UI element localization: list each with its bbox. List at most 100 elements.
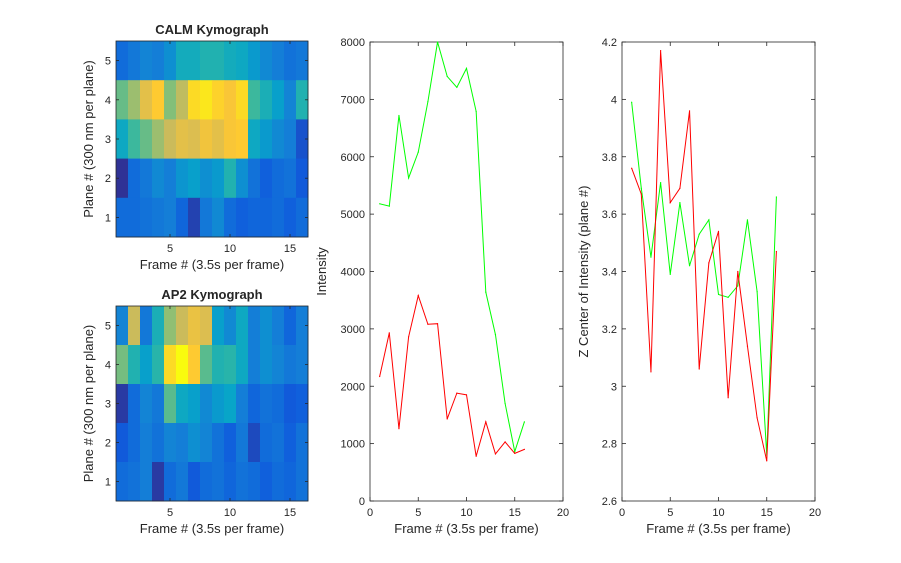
data-point: [727, 296, 729, 298]
heatmap-cell: [188, 197, 201, 238]
data-point: [698, 233, 700, 235]
heatmap-cell: [152, 423, 165, 463]
x-tick-label: 5: [415, 507, 421, 519]
kymograph-0: 5 10 15 1 2 3 4 5 CALM Kymograph Frame # (3.5s pe…: [81, 22, 309, 272]
y-tick-label: 6000: [341, 152, 365, 164]
y-tick-label: 0: [359, 496, 365, 508]
data-point: [717, 293, 720, 296]
heatmap-cell: [140, 462, 153, 502]
x-tick-label: 15: [284, 243, 296, 255]
heatmap-cell: [200, 80, 213, 120]
heatmap-cell: [200, 306, 213, 346]
data-point: [631, 167, 633, 169]
heatmap-cell: [188, 158, 201, 199]
heatmap-cell: [164, 197, 177, 238]
heatmap-cell: [272, 197, 285, 238]
heatmap-cell: [140, 345, 153, 385]
data-point: [679, 202, 681, 204]
heatmap-cell: [212, 423, 225, 463]
y-tick-label: 1: [105, 477, 111, 489]
y-tick-label: 2.6: [602, 496, 617, 508]
data-point: [465, 394, 468, 396]
data-point: [698, 368, 700, 370]
data-point: [766, 460, 768, 462]
x-tick-label: 5: [667, 507, 673, 519]
heatmap-cell: [236, 384, 249, 424]
y-axis-label: Z Center of Intensity (plane #): [576, 186, 591, 358]
x-axis-label: Frame # (3.5s per frame): [140, 257, 285, 272]
heatmap-cell: [128, 423, 141, 463]
heatmap-cell: [272, 41, 285, 81]
heatmap-cell: [248, 345, 261, 385]
heatmap-cell: [296, 41, 309, 81]
heatmap-cell: [128, 462, 141, 502]
heatmap-cell: [248, 306, 261, 346]
chart-title: AP2 Kymograph: [161, 287, 262, 302]
line-plot-3: 0 5 10 15 20 2.6 2.8 3 3.2 3.4 3.6 3.8 4 4.2 Frame # (…: [576, 37, 821, 536]
x-tick-label: 5: [167, 243, 173, 255]
heatmap-cell: [248, 462, 261, 502]
heatmap-cell: [164, 41, 177, 81]
heatmap-cell: [188, 345, 201, 385]
heatmap-cell: [284, 423, 297, 463]
data-point: [650, 256, 652, 258]
heatmap-cell: [284, 80, 297, 120]
x-tick-label: 10: [460, 507, 472, 519]
heatmap-cell: [296, 384, 309, 424]
data-point: [640, 193, 642, 195]
data-point: [388, 205, 390, 207]
heatmap-cell: [152, 119, 165, 159]
heatmap-cell: [188, 462, 201, 502]
data-point: [465, 67, 468, 69]
x-tick-label: 0: [367, 507, 373, 519]
y-tick-label: 3: [105, 134, 111, 146]
y-tick-label: 4: [611, 94, 617, 106]
heatmap-cell: [176, 80, 189, 120]
heatmap-cell: [260, 197, 273, 238]
heatmap-cell: [188, 384, 201, 424]
kymograph-1: 5 10 15 1 2 3 4 5 AP2 Kymograph Frame # (3.5s per…: [81, 287, 309, 536]
heatmap-cell: [212, 80, 225, 120]
heatmap-cell: [248, 80, 261, 120]
heatmap-cell: [212, 384, 225, 424]
heatmap-cell: [224, 384, 237, 424]
heatmap-cell: [248, 158, 261, 199]
y-tick-label: 4: [105, 360, 111, 372]
heatmap-cell: [128, 119, 141, 159]
data-point: [485, 421, 487, 423]
y-tick-label: 5: [105, 321, 111, 333]
data-point: [727, 397, 729, 399]
data-point: [717, 230, 720, 232]
y-tick-label: 4000: [341, 267, 365, 279]
heatmap-cell: [164, 306, 177, 346]
heatmap-cell: [296, 345, 309, 385]
heatmap-cell: [140, 423, 153, 463]
heatmap-cell: [212, 197, 225, 238]
heatmap-cell: [296, 462, 309, 502]
y-axis-label: Plane # (300 nm per plane): [81, 325, 96, 483]
heatmap-cell: [176, 197, 189, 238]
heatmap-cell: [296, 119, 309, 159]
heatmap-cell: [284, 306, 297, 346]
heatmap-cell: [272, 306, 285, 346]
data-point: [660, 50, 662, 52]
data-point: [417, 294, 419, 297]
x-tick-label: 15: [284, 507, 296, 519]
heatmap-cell: [248, 384, 261, 424]
x-axis-label: Frame # (3.5s per frame): [646, 521, 791, 536]
x-tick-label: 10: [224, 243, 236, 255]
heatmap-cell: [236, 197, 249, 238]
heatmap-cell: [248, 41, 261, 81]
data-point: [650, 371, 652, 373]
y-tick-label: 5000: [341, 209, 365, 221]
data-point: [408, 177, 410, 179]
heatmap-cell: [152, 80, 165, 120]
heatmap-cell: [200, 423, 213, 463]
heatmap-cell: [212, 462, 225, 502]
heatmap-cell: [272, 119, 285, 159]
data-point: [746, 219, 749, 221]
heatmap-cell: [164, 423, 177, 463]
heatmap-cell: [188, 423, 201, 463]
y-tick-label: 3000: [341, 324, 365, 336]
heatmap-cell: [260, 158, 273, 199]
